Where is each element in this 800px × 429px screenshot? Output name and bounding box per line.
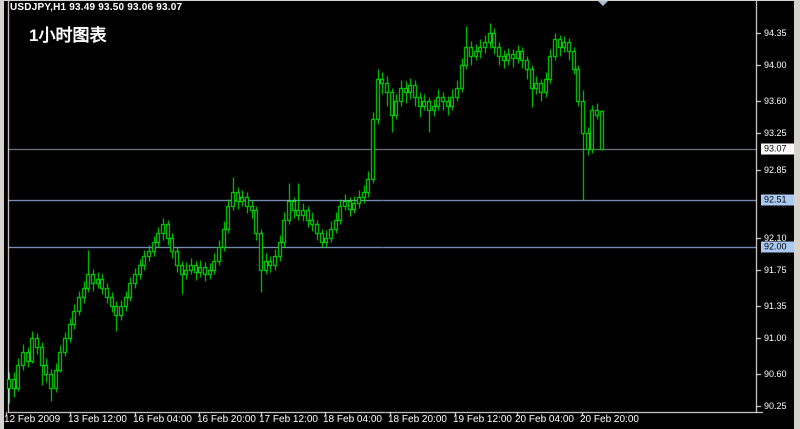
window-frame-top [0,0,800,1]
time-tick-label: 19 Feb 12:00 [453,414,512,425]
time-tick-label: 18 Feb 20:00 [388,414,447,425]
level-price-tag: 92.51 [761,194,794,206]
level-price-tag: 92.00 [761,241,794,253]
price-tick-label: 90.60 [764,369,787,380]
price-tick-label: 92.10 [764,232,787,243]
time-tick-label: 18 Feb 04:00 [323,414,382,425]
window-frame-left [0,0,4,429]
chart-shift-marker-icon[interactable] [597,0,609,6]
price-tick-label: 91.00 [764,332,787,343]
price-tick-label: 94.35 [764,28,787,38]
price-tick-label: 91.35 [764,301,787,311]
price-tick-label: 92.85 [764,164,787,175]
window-frame-right [794,0,800,429]
time-tick-label: 20 Feb 04:00 [515,414,574,425]
time-tick-label: 16 Feb 04:00 [133,414,192,425]
price-tick-label: 90.25 [764,401,787,412]
chart-title-quote: USDJPY,H1 93.49 93.50 93.06 93.07 [10,2,183,13]
time-tick-label: 13 Feb 12:00 [68,414,127,425]
price-tick-label: 93.25 [764,128,787,139]
price-tick-label: 94.00 [764,59,787,70]
price-tick-label: 93.60 [764,96,787,107]
chart-watermark-label: 1小时图表 [29,26,107,45]
price-tick-label: 91.75 [764,264,787,275]
time-tick-label: 16 Feb 20:00 [197,414,256,425]
time-tick-label: 12 Feb 2009 [4,414,61,425]
time-tick-label: 17 Feb 12:00 [259,414,318,425]
bid-price-tag: 93.07 [761,143,794,155]
time-tick-label: 20 Feb 20:00 [580,414,639,425]
